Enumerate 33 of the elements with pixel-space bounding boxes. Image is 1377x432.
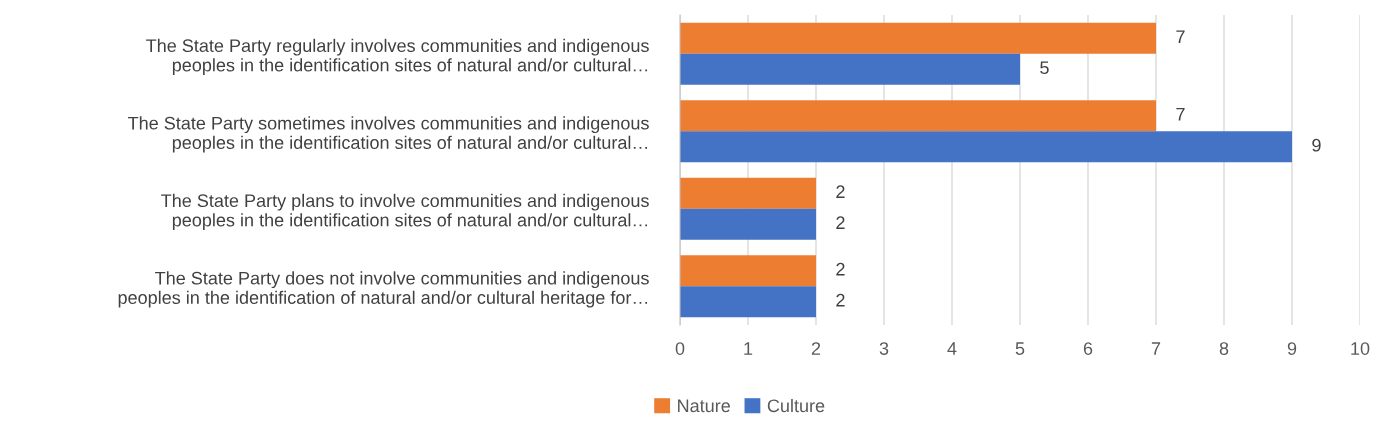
x-tick-label: 8 — [1219, 342, 1229, 355]
bar — [680, 208, 816, 240]
y-tick-label: The State Party sometimes involves communities and indigenous peoples in the identification sites of natural and/or cultural… — [128, 116, 649, 153]
bar — [680, 255, 816, 287]
x-tick-label: 0 — [675, 342, 685, 355]
x-tick-label: 4 — [947, 342, 957, 355]
x-tick-label: 2 — [811, 342, 821, 355]
data-label: 2 — [836, 293, 845, 307]
bar — [680, 177, 816, 209]
x-tick-label: 3 — [879, 342, 889, 355]
legend-label: Nature — [678, 399, 730, 413]
bar — [680, 22, 1156, 54]
data-label: 9 — [1312, 138, 1321, 152]
data-label: 5 — [1040, 61, 1049, 75]
legend-label: Culture — [767, 398, 825, 413]
x-tick-label: 1 — [744, 342, 753, 355]
data-label: 2 — [836, 262, 845, 276]
bar — [680, 286, 816, 318]
data-label: 7 — [1176, 30, 1185, 43]
bar — [680, 131, 1292, 163]
x-tick-label: 7 — [1151, 342, 1161, 355]
bar — [680, 53, 1020, 85]
data-label: 2 — [836, 185, 845, 198]
y-tick-label: The State Party regularly involves communities and indigenous peoples in the identification sites of natural and/or cultural… — [146, 38, 649, 76]
x-tick-label: 10 — [1351, 342, 1370, 355]
x-tick-label: 5 — [1015, 342, 1025, 355]
x-tick-label: 9 — [1287, 342, 1297, 355]
x-tick-label: 6 — [1083, 342, 1093, 355]
y-tick-label: The State Party plans to involve communities and indigenous peoples in the identification sites of natural and/or cultural… — [161, 193, 649, 231]
y-tick-label: The State Party does not involve communities and indigenous peoples in the identification of natural and/or cultural heritage for… — [118, 271, 649, 308]
data-label: 2 — [836, 216, 845, 229]
data-label: 7 — [1176, 108, 1185, 121]
bar — [680, 100, 1156, 132]
